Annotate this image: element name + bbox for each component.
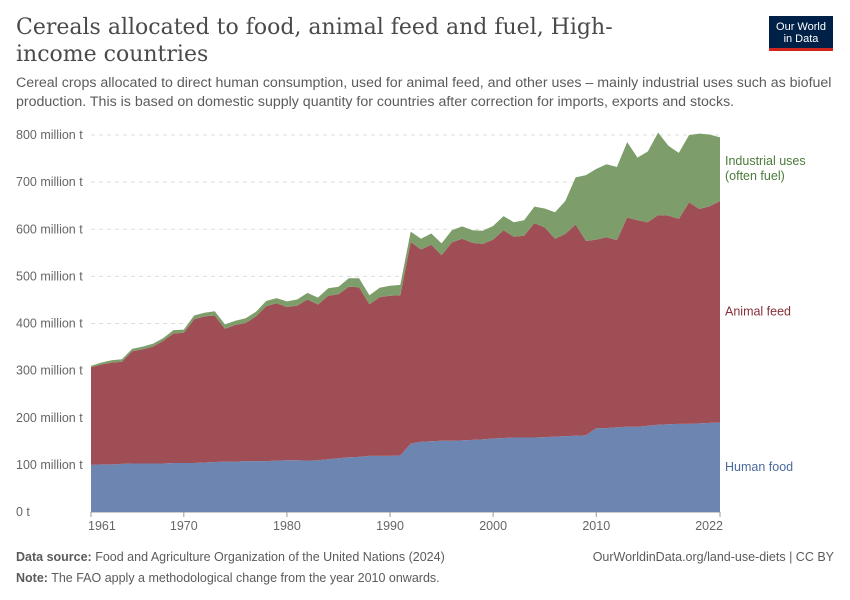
footer: Data source: Food and Agriculture Organi… bbox=[16, 547, 834, 589]
stacked-area-chart: 0 t 100 million t 200 million t 300 million… bbox=[16, 128, 806, 533]
y-tick-label: 500 million t bbox=[16, 269, 83, 283]
source-label: Data source: bbox=[16, 550, 92, 564]
series-label: Human food bbox=[725, 460, 793, 474]
note-row: Note: The FAO apply a methodological cha… bbox=[16, 568, 834, 589]
owid-logo[interactable]: Our World in Data bbox=[769, 16, 833, 51]
series-label: Industrial uses (often fuel) bbox=[725, 154, 806, 183]
y-tick-label: 800 million t bbox=[16, 128, 83, 142]
x-tick-label: 1961 bbox=[88, 519, 116, 533]
series-label: Animal feed bbox=[725, 305, 791, 319]
note-text: The FAO apply a methodological change fr… bbox=[51, 571, 440, 585]
area-animal-feed[interactable] bbox=[91, 201, 720, 465]
x-tick-label: 2000 bbox=[479, 519, 507, 533]
y-tick-label: 0 t bbox=[16, 505, 30, 519]
series-labels: Human food Animal feed Industrial uses (oft… bbox=[725, 154, 806, 474]
y-tick-label: 600 million t bbox=[16, 222, 83, 236]
y-tick-label: 700 million t bbox=[16, 175, 83, 189]
y-tick-label: 300 million t bbox=[16, 364, 83, 378]
source-url[interactable]: OurWorldinData.org/land-use-diets | CC B… bbox=[592, 550, 834, 564]
area-industrial-uses[interactable] bbox=[91, 132, 720, 368]
x-tick-label: 1970 bbox=[170, 519, 198, 533]
chart-subtitle: Cereal crops allocated to direct human c… bbox=[16, 75, 832, 110]
x-tick-label: 1980 bbox=[273, 519, 301, 533]
note-label: Note: bbox=[16, 571, 48, 585]
logo-line-2: in Data bbox=[783, 33, 819, 45]
area-series bbox=[91, 132, 720, 513]
y-tick-label: 200 million t bbox=[16, 411, 83, 425]
area-human-food[interactable] bbox=[91, 422, 720, 513]
y-axis-tick-labels: 0 t 100 million t 200 million t 300 million… bbox=[16, 128, 83, 519]
y-tick-label: 100 million t bbox=[16, 458, 83, 472]
source-row: Data source: Food and Agriculture Organi… bbox=[16, 547, 834, 568]
y-tick-label: 400 million t bbox=[16, 317, 83, 331]
x-tick-label: 1990 bbox=[376, 519, 404, 533]
x-axis-tick-labels: 1961 1970 1980 1990 2000 2010 2022 bbox=[88, 512, 723, 533]
x-tick-label: 2010 bbox=[582, 519, 610, 533]
x-tick-label: 2022 bbox=[695, 519, 723, 533]
logo-line-1: Our World bbox=[776, 21, 826, 33]
chart-title: Cereals allocated to food, animal feed a… bbox=[16, 15, 613, 67]
source-text[interactable]: Food and Agriculture Organization of the… bbox=[95, 550, 445, 564]
